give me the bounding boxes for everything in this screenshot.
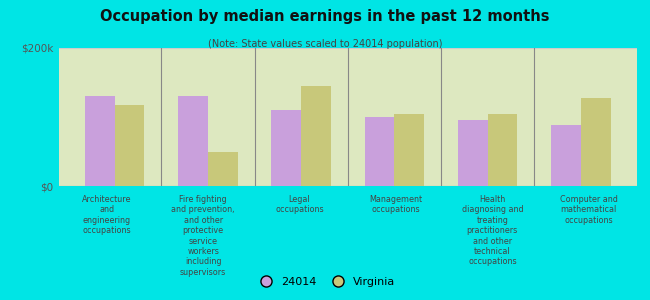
- Bar: [551, 125, 581, 186]
- Bar: [84, 96, 114, 186]
- Bar: [458, 120, 488, 186]
- Bar: [301, 86, 331, 186]
- Text: Occupation by median earnings in the past 12 months: Occupation by median earnings in the pas…: [100, 9, 550, 24]
- Bar: [365, 117, 395, 186]
- Bar: [178, 96, 208, 186]
- Text: Management
occupations: Management occupations: [369, 195, 423, 214]
- Legend: 24014, Virginia: 24014, Virginia: [251, 273, 399, 291]
- Text: Fire fighting
and prevention,
and other
protective
service
workers
including
sup: Fire fighting and prevention, and other …: [172, 195, 235, 277]
- Text: Computer and
mathematical
occupations: Computer and mathematical occupations: [560, 195, 618, 225]
- Text: Legal
occupations: Legal occupations: [275, 195, 324, 214]
- Bar: [395, 113, 424, 186]
- Bar: [208, 152, 238, 186]
- Bar: [271, 110, 301, 186]
- Text: (Note: State values scaled to 24014 population): (Note: State values scaled to 24014 popu…: [208, 39, 442, 49]
- Bar: [581, 98, 611, 186]
- Bar: [114, 105, 144, 186]
- Text: Architecture
and
engineering
occupations: Architecture and engineering occupations: [82, 195, 131, 235]
- Bar: [488, 113, 517, 186]
- Text: Health
diagnosing and
treating
practitioners
and other
technical
occupations: Health diagnosing and treating practitio…: [462, 195, 523, 266]
